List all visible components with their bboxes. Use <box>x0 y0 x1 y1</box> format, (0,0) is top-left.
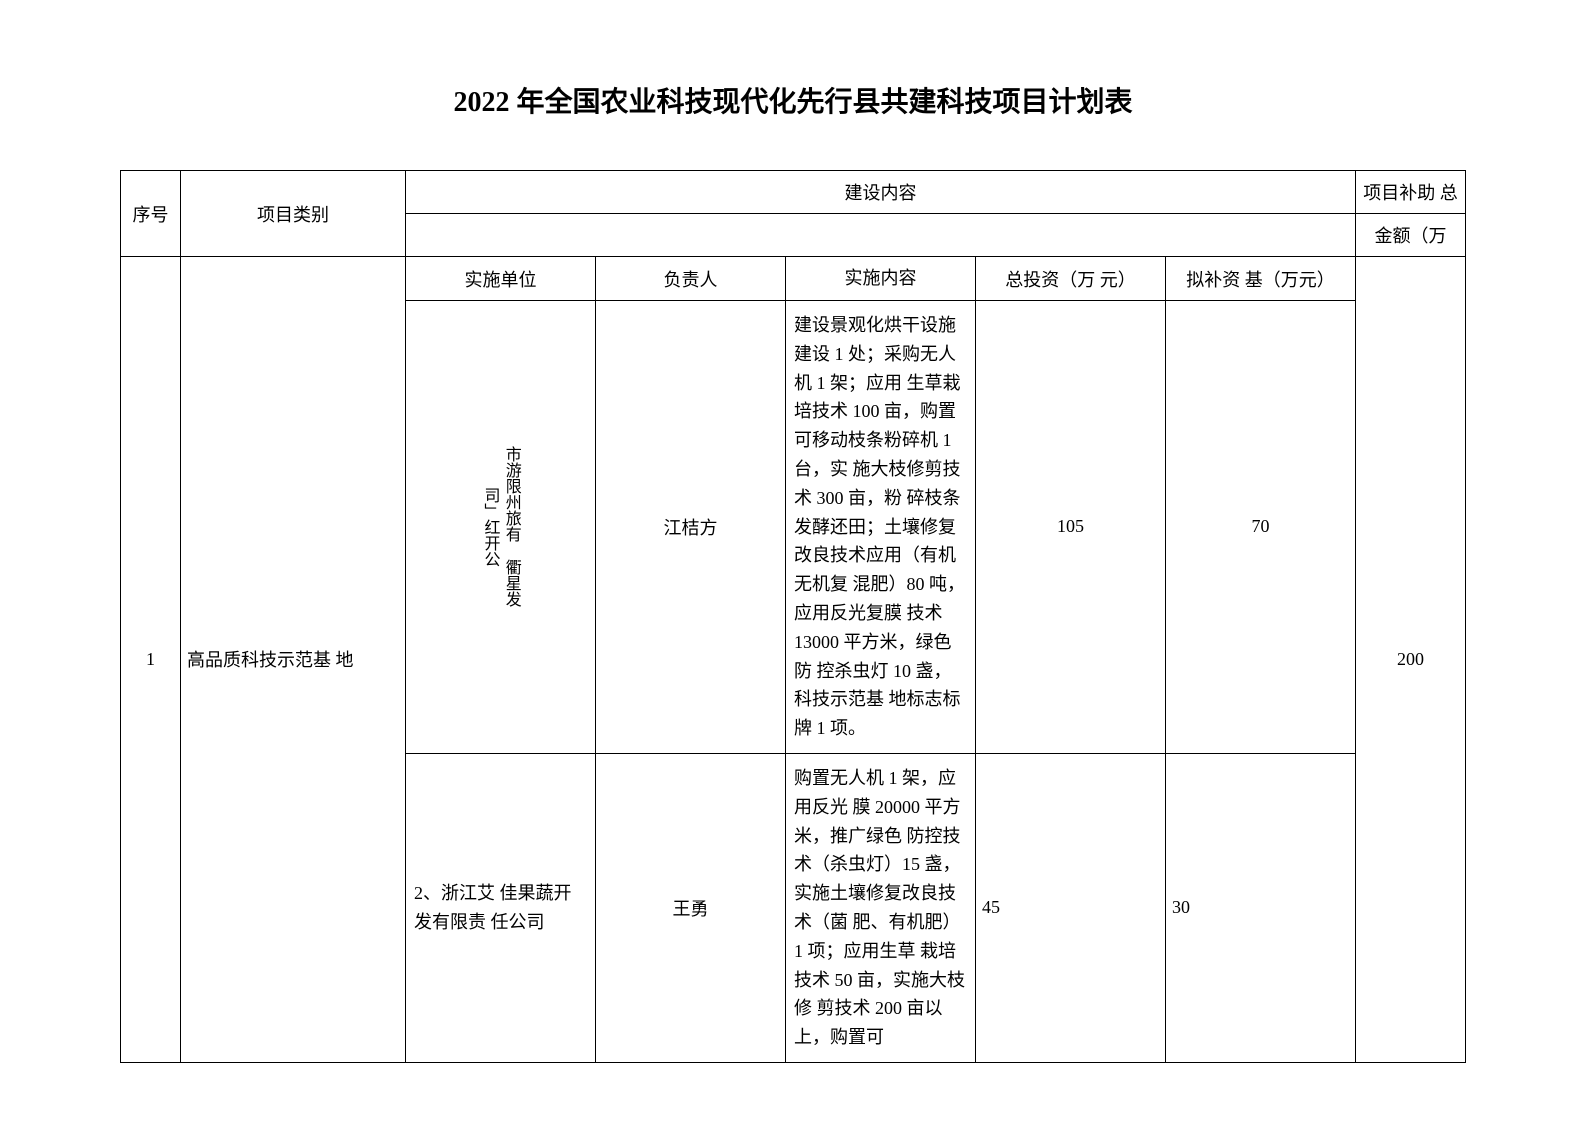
content-cell-2: 购置无人机 1 架，应用反光 膜 20000 平方米，推广绿色 防控技术（杀虫灯… <box>786 753 976 1062</box>
content-cell-1: 建设景观化烘干设施建设 1 处；采购无人机 1 架；应用 生草栽培技术 100 … <box>786 301 976 754</box>
header-impl-unit: 实施单位 <box>406 257 596 301</box>
header-subsidy-total: 项目补助 总 <box>1356 171 1466 214</box>
total-amount-cell: 200 <box>1356 257 1466 1063</box>
header-planned-subsidy: 拟补资 基（万元） <box>1166 257 1356 301</box>
header-category: 项目类别 <box>181 171 406 257</box>
project-table: 序号 项目类别 建设内容 项目补助 总 金额（万 1 高品质科技示范基 地 实施… <box>120 170 1466 1063</box>
category-cell: 高品质科技示范基 地 <box>181 257 406 1063</box>
subsidy-cell-2: 30 <box>1166 753 1356 1062</box>
spacer-5 <box>1166 214 1356 257</box>
subheader-row: 1 高品质科技示范基 地 实施单位 负责人 实施内容 总投资（万 元） 拟补资 … <box>121 257 1466 301</box>
spacer-2 <box>596 214 786 257</box>
seq-cell: 1 <box>121 257 181 1063</box>
person-cell-2: 王勇 <box>596 753 786 1062</box>
spacer-4 <box>976 214 1166 257</box>
unit-cell-1: 司」红开公 市游限州旅有 衢星发 <box>406 301 596 754</box>
page-title: 2022 年全国农业科技现代化先行县共建科技项目计划表 <box>120 80 1466 120</box>
header-impl-content: 实施内容 <box>786 257 976 301</box>
header-person: 负责人 <box>596 257 786 301</box>
unit-cell-2: 2、浙江艾 佳果蔬开 发有限责 任公司 <box>406 753 596 1062</box>
invest-cell-2: 45 <box>976 753 1166 1062</box>
header-seq: 序号 <box>121 171 181 257</box>
header-total-invest: 总投资（万 元） <box>976 257 1166 301</box>
header-amount-unit: 金额（万 <box>1356 214 1466 257</box>
subsidy-cell-1: 70 <box>1166 301 1356 754</box>
header-construction: 建设内容 <box>406 171 1356 214</box>
invest-cell-1: 105 <box>976 301 1166 754</box>
person-cell-1: 江桔方 <box>596 301 786 754</box>
unit-text-1a: 司」红开公 <box>480 487 499 567</box>
spacer-1 <box>406 214 596 257</box>
header-row-1: 序号 项目类别 建设内容 项目补助 总 <box>121 171 1466 214</box>
unit-text-1b: 市游限州旅有 衢星发 <box>502 446 521 607</box>
spacer-3 <box>786 214 976 257</box>
